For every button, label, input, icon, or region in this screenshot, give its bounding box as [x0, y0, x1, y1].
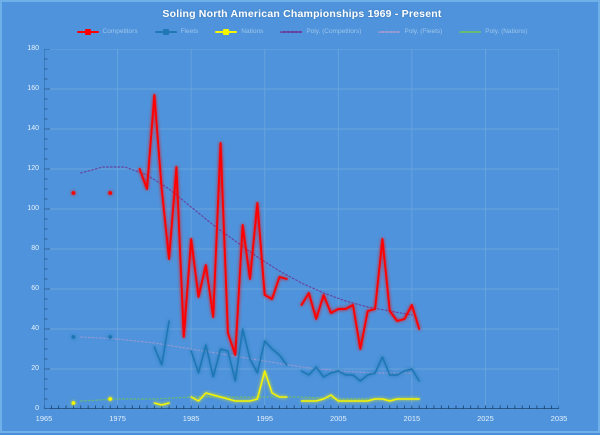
chart-legend: Competitors Fleets Nations Poly. (Competito…	[2, 28, 600, 35]
series-point-fleets	[71, 335, 76, 339]
legend-item-nations[interactable]: Nations	[215, 28, 263, 35]
series-point-competitors	[108, 191, 113, 195]
gridlines	[44, 49, 559, 409]
series-line-fleets	[153, 320, 170, 366]
trendline-poly-nations	[80, 396, 413, 402]
x-axis-tick-label: 1965	[35, 414, 53, 423]
y-axis-tick-label: 160	[27, 84, 39, 92]
y-axis-tick-label: 60	[31, 284, 39, 292]
series-competitors	[71, 94, 421, 356]
y-axis-tick-label: 80	[31, 244, 39, 252]
legend-label: Fleets	[180, 28, 199, 35]
legend-label: Nations	[241, 28, 264, 35]
series-nations	[71, 370, 420, 406]
series-point-nations	[108, 397, 113, 401]
y-axis-tick-label: 40	[31, 324, 39, 332]
y-axis-tick-label: 0	[35, 404, 39, 412]
x-axis-tick-label: 2035	[550, 414, 568, 423]
trendline-poly-fleets	[80, 336, 413, 374]
series-point-competitors	[71, 191, 76, 195]
y-axis-tick-label: 180	[27, 44, 39, 52]
x-axis-tick-label: 1975	[109, 414, 126, 423]
x-axis-tick-label: 1995	[256, 414, 274, 423]
y-axis-tick-label: 100	[27, 204, 39, 212]
x-axis-tick-label: 2025	[477, 414, 494, 423]
legend-item-poly-fleets[interactable]: Poly. (Fleets)	[378, 28, 442, 35]
series-line-fleets	[190, 328, 288, 382]
y-axis-tick-label: 120	[27, 164, 39, 172]
series-line-nations	[300, 394, 420, 402]
x-axis-tick-label: 2015	[403, 414, 421, 423]
x-axis-tick-label: 2005	[329, 414, 347, 423]
legend-label: Competitors	[102, 28, 138, 35]
legend-item-poly-competitors[interactable]: Poly. (Competitors)	[280, 28, 361, 35]
legend-label: Poly. (Nations)	[485, 28, 528, 35]
legend-item-competitors[interactable]: Competitors	[76, 28, 138, 35]
legend-item-poly-nations[interactable]: Poly. (Nations)	[459, 28, 527, 35]
chart-title: Soling North American Championships 1969…	[162, 8, 442, 20]
legend-item-fleets[interactable]: Fleets	[154, 28, 199, 35]
trendlines	[80, 166, 413, 402]
series-fleets	[71, 320, 420, 382]
trendline-poly-competitors	[80, 166, 413, 316]
axis-ticks	[44, 49, 559, 409]
x-axis-tick-label: 1985	[182, 414, 200, 423]
series-line-nations	[190, 370, 288, 402]
series-line-fleets	[300, 356, 420, 382]
series-point-nations	[71, 401, 76, 405]
series-point-fleets	[108, 335, 113, 339]
series-line-competitors	[300, 238, 421, 350]
y-axis-tick-label: 140	[27, 124, 39, 132]
chart-svg	[44, 49, 559, 409]
legend-label: Poly. (Competitors)	[306, 28, 362, 35]
y-axis-tick-label: 20	[31, 364, 39, 372]
series-line-competitors	[138, 94, 288, 356]
series-line-nations	[153, 402, 170, 406]
legend-label: Poly. (Fleets)	[404, 28, 443, 35]
plot-area	[44, 49, 559, 409]
